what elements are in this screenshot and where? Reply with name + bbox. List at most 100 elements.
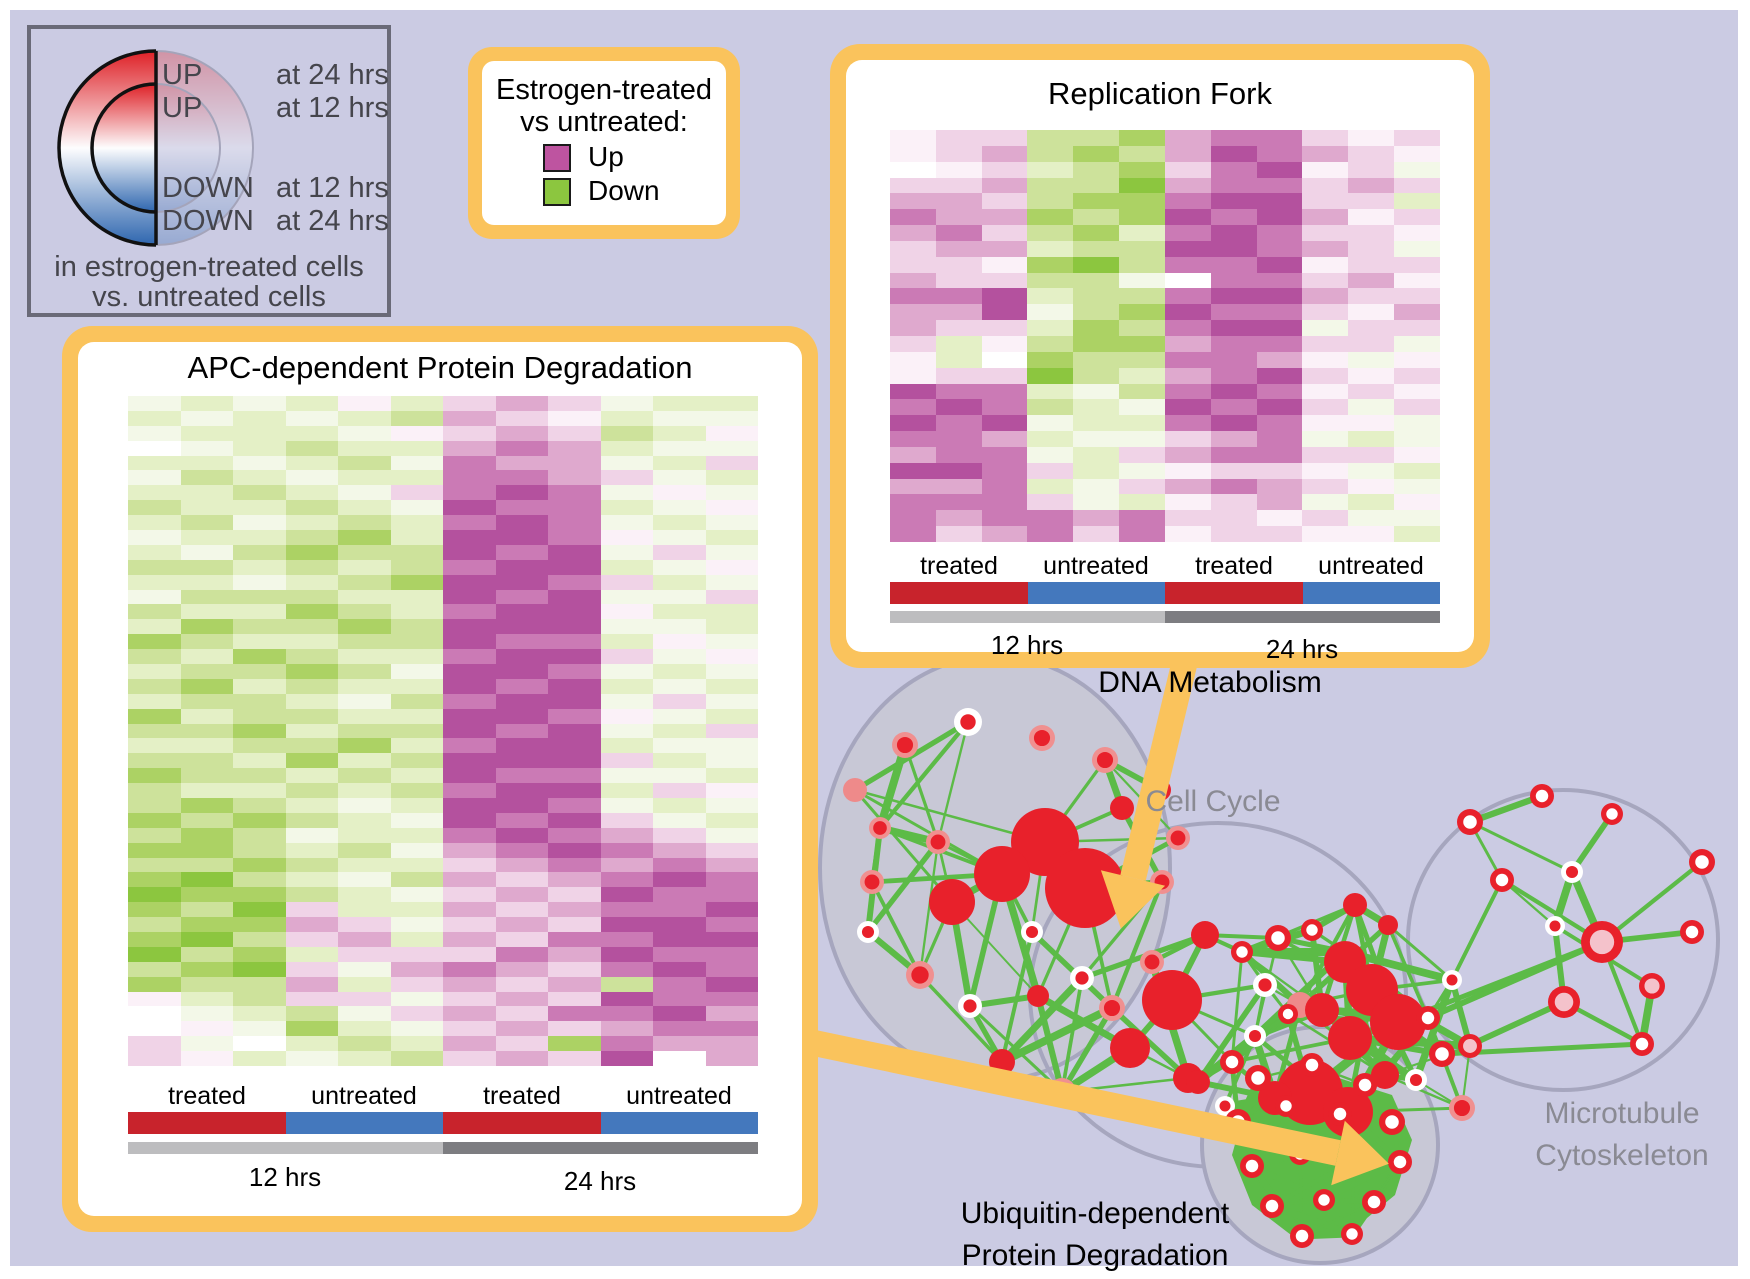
heatmap-cell	[338, 485, 391, 501]
heatmap-cell	[390, 678, 443, 694]
heatmap-cell	[653, 634, 706, 650]
heatmap-cell	[180, 410, 233, 426]
callout-arrow-head	[1100, 870, 1166, 929]
down-swatch	[543, 178, 571, 206]
heatmap-cell	[443, 798, 496, 813]
callout-arrow-head	[1331, 1120, 1389, 1186]
heatmap-cell	[390, 1006, 443, 1022]
down-inner-time: at 12 hrs	[276, 172, 389, 204]
gene-node-core	[1075, 971, 1089, 985]
gene-node-core	[1495, 873, 1509, 887]
gene-node	[1110, 1028, 1150, 1068]
heatmap-cell	[443, 753, 496, 769]
heatmap-cell	[1256, 336, 1303, 352]
replication-untreated-bar-2	[1303, 582, 1440, 604]
heatmap-cell	[390, 753, 443, 769]
heatmap-cell	[548, 619, 601, 635]
heatmap-cell	[390, 887, 443, 903]
replication-group-3: treated	[1195, 552, 1273, 580]
heatmap-cell	[548, 738, 601, 754]
heatmap-cell	[548, 827, 601, 843]
heatmap-cell	[981, 145, 1028, 162]
heatmap-cell	[1210, 367, 1257, 384]
heatmap-cell	[338, 440, 391, 456]
gene-node-core	[1685, 925, 1699, 939]
heatmap-cell	[180, 1051, 233, 1066]
heatmap-cell	[1348, 304, 1395, 321]
replication-group-1: treated	[920, 552, 998, 580]
heatmap-cell	[338, 917, 391, 932]
heatmap-cell	[495, 902, 548, 918]
heatmap-cell	[935, 367, 982, 384]
heatmap-cell	[495, 783, 548, 798]
heatmap-cell	[338, 976, 391, 992]
heatmap-cell	[1210, 130, 1257, 146]
heatmap-cell	[390, 857, 443, 873]
heatmap-cell	[495, 857, 548, 873]
heatmap-cell	[890, 256, 936, 273]
heatmap-cell	[495, 798, 548, 813]
heatmap-cell	[390, 410, 443, 426]
heatmap-cell	[1119, 272, 1165, 289]
heatmap-cell	[935, 415, 982, 432]
heatmap-cell	[1256, 130, 1303, 146]
heatmap-cell	[233, 589, 286, 605]
heatmap-cell	[1348, 526, 1395, 542]
heatmap-cell	[495, 961, 548, 977]
heatmap-cell	[981, 336, 1028, 352]
heatmap-cell	[1164, 494, 1211, 511]
heatmap-cell	[705, 917, 758, 932]
heatmap-cell	[128, 425, 181, 441]
heatmap-cell	[1027, 399, 1074, 416]
heatmap-cell	[180, 693, 233, 709]
heatmap-cell	[443, 1051, 496, 1066]
heatmap-cell	[233, 738, 286, 754]
heatmap-cell	[890, 209, 936, 226]
heatmap-cell	[443, 530, 496, 545]
callout-arrow-shaft	[797, 1027, 1341, 1166]
heatmap-cell	[285, 396, 338, 411]
heatmap-cell	[1394, 304, 1440, 321]
heatmap-cell	[653, 425, 706, 441]
ubiquitin-label-2: Protein Degradation	[961, 1239, 1229, 1272]
heatmap-cell	[548, 470, 601, 486]
heatmap-cell	[653, 753, 706, 769]
heatmap-cell	[495, 589, 548, 605]
heatmap-cell	[285, 1051, 338, 1066]
heatmap-cell	[548, 887, 601, 903]
heatmap-cell	[233, 1021, 286, 1037]
heatmap-cell	[390, 530, 443, 545]
heatmap-cell	[285, 1036, 338, 1052]
apc-12hr-label: 12 hrs	[248, 1162, 322, 1192]
heatmap-cell	[495, 887, 548, 903]
heatmap-cell	[600, 530, 653, 545]
heatmap-cell	[285, 842, 338, 858]
gene-node-core	[873, 821, 887, 835]
heatmap-cell	[180, 425, 233, 441]
heatmap-cell	[390, 664, 443, 679]
heatmap-cell	[600, 783, 653, 798]
heatmap-cell	[285, 991, 338, 1007]
heatmap-cell	[1210, 145, 1257, 162]
heatmap-cell	[390, 1051, 443, 1066]
heatmap-cell	[128, 783, 181, 798]
heatmap-cell	[1394, 145, 1440, 162]
heatmap-cell	[180, 961, 233, 977]
heatmap-cell	[705, 574, 758, 590]
heatmap-cell	[338, 768, 391, 784]
heatmap-cell	[233, 649, 286, 664]
heatmap-cell	[1073, 431, 1120, 447]
heatmap-cell	[600, 396, 653, 411]
heatmap-cell	[705, 798, 758, 813]
heatmap-cell	[443, 693, 496, 709]
heatmap-cell	[495, 827, 548, 843]
heatmap-cell	[600, 768, 653, 784]
heatmap-cell	[128, 946, 181, 962]
heatmap-cell	[443, 917, 496, 932]
network-edge	[936, 721, 970, 843]
heatmap-cell	[600, 902, 653, 918]
heatmap-cell	[548, 812, 601, 828]
heatmap-cell	[1164, 130, 1211, 146]
heatmap-cell	[548, 798, 601, 813]
gene-node-core	[960, 714, 976, 730]
